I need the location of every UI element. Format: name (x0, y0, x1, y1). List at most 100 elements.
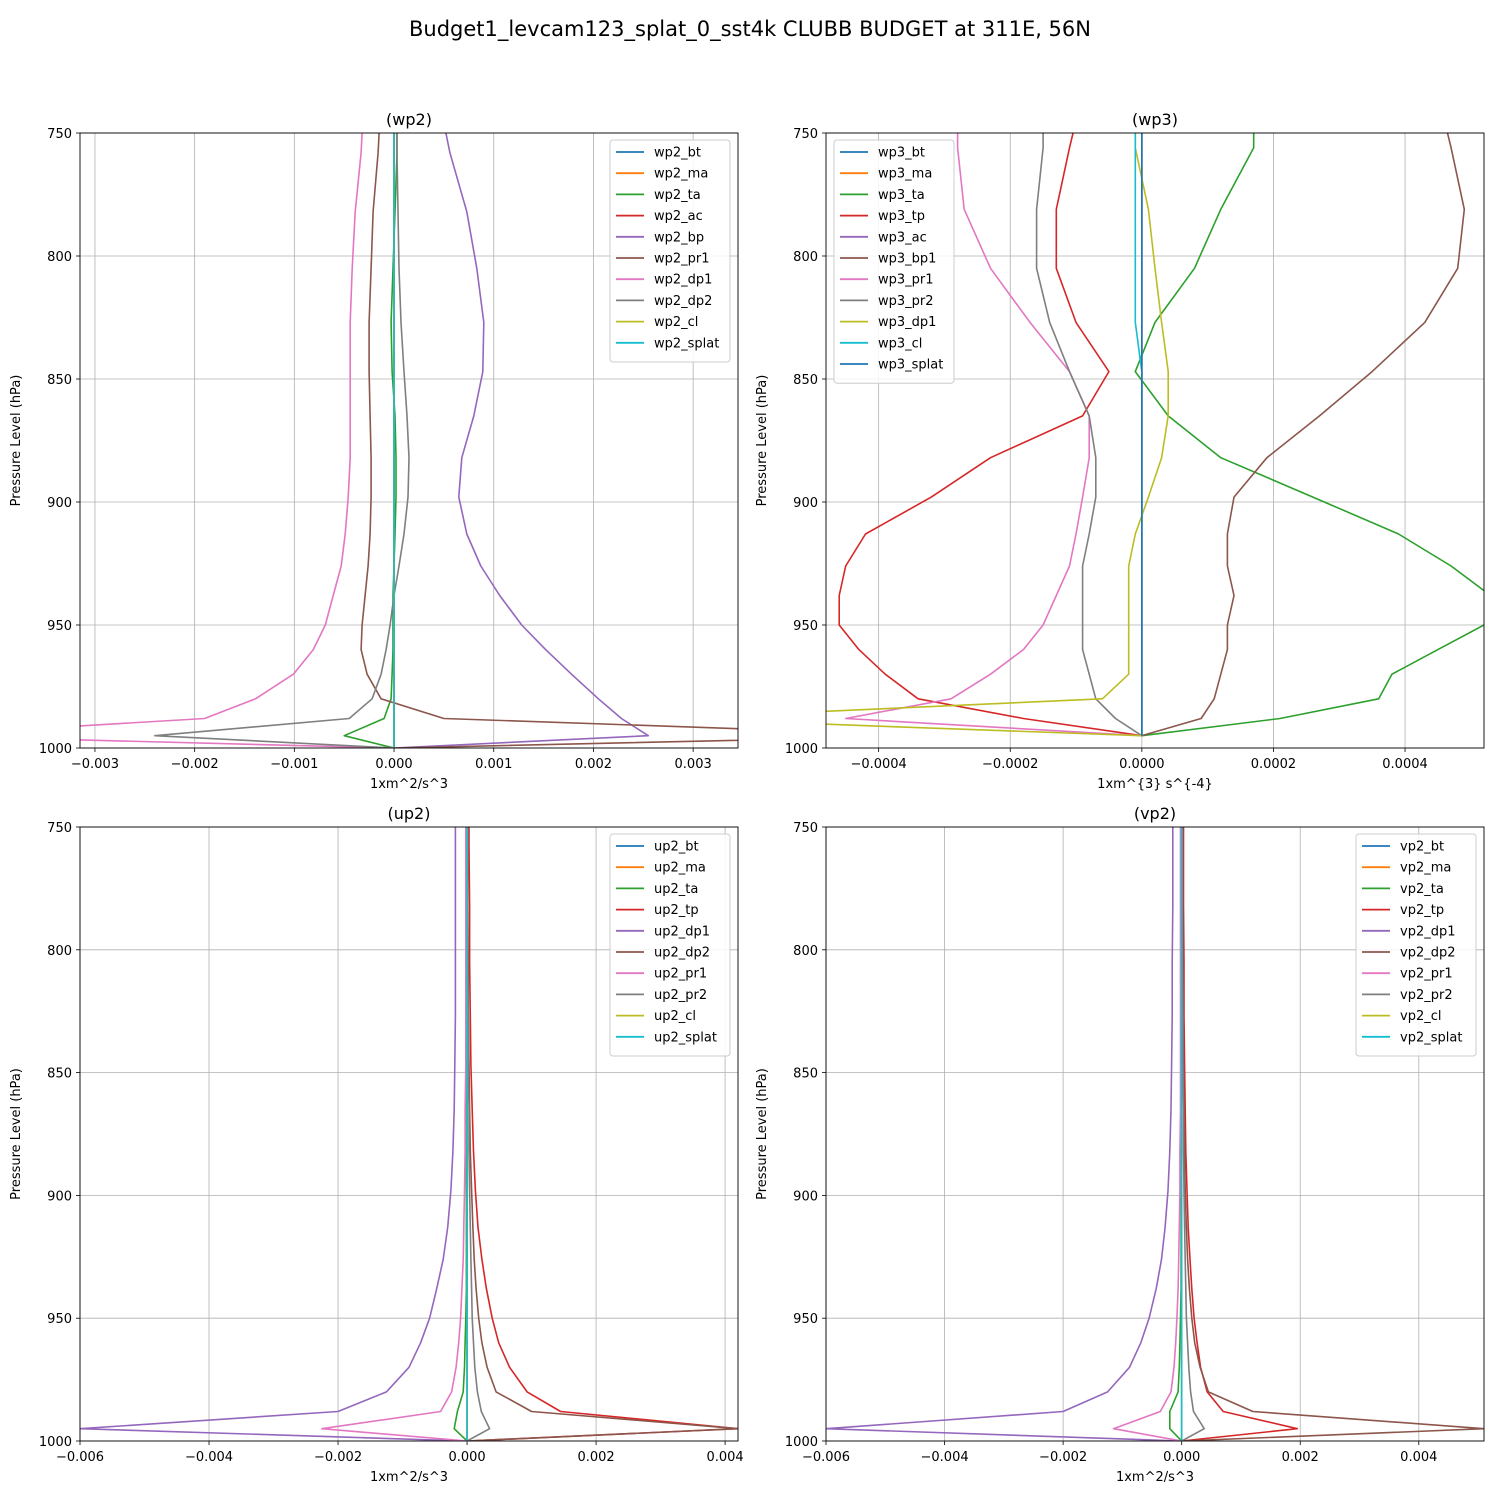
x-tick-label: 0.001 (475, 757, 512, 772)
series-line-wp3_ta (1134, 133, 1484, 737)
x-tick-label: 0.000 (1163, 1450, 1200, 1465)
series-line-wp3_pr1 (844, 133, 1142, 737)
legend-label: wp2_cl (654, 315, 698, 330)
x-tick-label: −0.004 (921, 1450, 969, 1465)
series-line-up2_tp (467, 827, 738, 1441)
series-group (826, 827, 1484, 1441)
plot-frame (79, 826, 739, 1442)
y-tick-label: 1000 (785, 1435, 818, 1450)
x-tick-label: −0.006 (56, 1450, 104, 1465)
plot-frame (825, 132, 1485, 749)
y-tick-label: 900 (793, 496, 818, 511)
legend-label: wp3_dp1 (878, 315, 936, 330)
legend-label: wp2_ta (654, 188, 701, 203)
x-axis-label: 1xm^2/s^3 (1116, 1470, 1194, 1485)
y-tick-label: 800 (793, 944, 818, 959)
legend-label: wp3_cl (878, 336, 922, 351)
legend-label: up2_splat (654, 1030, 717, 1045)
legend-label: wp3_bt (878, 146, 925, 161)
legend-label: wp3_pr2 (878, 294, 934, 309)
series-line-wp3_pr2 (1035, 133, 1143, 737)
legend-label: wp2_ac (654, 209, 703, 224)
legend-label: vp2_tp (1400, 903, 1444, 918)
panel-title: (wp3) (1132, 110, 1178, 129)
panel-title: (vp2) (1134, 804, 1176, 823)
legend-label: wp2_ma (654, 167, 708, 182)
legend-label: wp2_bt (654, 146, 701, 161)
x-tick-label: −0.0004 (850, 757, 906, 772)
series-line-vp2_pr1 (1112, 827, 1182, 1441)
x-tick-label: 0.0004 (1382, 757, 1428, 772)
legend-label: wp3_pr1 (878, 273, 934, 288)
y-tick-label: 900 (793, 1189, 818, 1204)
up2-panel: −0.006 −0.004 −0.002 0.000 0.002 0.004 750 800 8… (9, 804, 744, 1485)
y-tick-label: 1000 (39, 742, 72, 757)
y-tick-label: 750 (793, 127, 818, 142)
legend-label: vp2_splat (1400, 1030, 1462, 1045)
legend-label: wp3_ma (878, 167, 932, 182)
legend-label: wp3_splat (878, 358, 943, 373)
y-tick-label: 850 (793, 373, 818, 388)
legend-label: wp2_splat (654, 336, 719, 351)
plot-frame (825, 826, 1485, 1442)
legend-label: up2_tp (654, 903, 699, 918)
legend-label: vp2_dp1 (1400, 924, 1456, 939)
figure-suptitle: Budget1_levcam123_splat_0_sst4k CLUBB BU… (409, 17, 1091, 42)
legend-label: vp2_ta (1400, 882, 1444, 897)
x-tick-label: 0.000 (448, 1450, 485, 1465)
y-tick-label: 800 (47, 250, 72, 265)
x-tick-label: 0.0002 (1251, 757, 1297, 772)
legend-label: vp2_dp2 (1400, 946, 1456, 961)
legend-label: up2_ta (654, 882, 698, 897)
series-line-wp3_tp (838, 133, 1142, 737)
series-group (80, 827, 738, 1441)
panel-title: (up2) (388, 804, 431, 823)
legend-label: wp3_ac (878, 230, 927, 245)
legend-label: up2_dp2 (654, 946, 710, 961)
y-tick-label: 750 (47, 821, 72, 836)
legend-box (1355, 833, 1477, 1057)
legend-label: up2_pr1 (654, 967, 707, 982)
series-line-vp2_tp (1181, 827, 1299, 1441)
series-line-up2_dp1 (80, 827, 468, 1441)
legend-label: vp2_pr2 (1400, 988, 1453, 1003)
x-tick-label: 0.0000 (1119, 757, 1165, 772)
legend-label: vp2_cl (1400, 1009, 1441, 1024)
y-tick-label: 950 (47, 619, 72, 634)
x-tick-label: 0.004 (706, 1450, 743, 1465)
x-tick-label: −0.006 (802, 1450, 850, 1465)
y-tick-label: 1000 (39, 1435, 72, 1450)
x-tick-label: −0.004 (185, 1450, 233, 1465)
legend-label: up2_cl (654, 1009, 696, 1024)
plot-frame (79, 132, 739, 749)
legend: wp3_bt wp3_ma wp3_ta wp3_tp wp3_ac wp3_bp1 wp3… (833, 139, 955, 384)
series-line-vp2_dp1 (826, 827, 1182, 1441)
legend-label: up2_bt (654, 840, 699, 855)
legend-label: wp2_bp (654, 230, 704, 245)
legend: up2_bt up2_ma up2_ta up2_tp up2_dp1 up2_dp2up… (609, 833, 731, 1057)
y-tick-label: 800 (793, 250, 818, 265)
series-line-up2_pr1 (321, 827, 468, 1441)
series-line-wp2_pr1 (360, 133, 738, 748)
legend: wp2_bt wp2_ma wp2_ta wp2_ac wp2_bp wp2_pr1 wp2… (609, 139, 731, 363)
series-line-wp2_dp2 (154, 133, 410, 748)
x-tick-label: −0.002 (171, 757, 219, 772)
y-axis-label: Pressure Level (hPa) (9, 1068, 24, 1200)
y-tick-label: 850 (47, 1067, 72, 1082)
y-tick-label: 950 (793, 1312, 818, 1327)
legend-box (609, 139, 731, 363)
wp2-panel: −0.003 −0.002 −0.001 0.000 0.001 0.002 0.003 75… (9, 110, 739, 792)
y-axis-label: Pressure Level (hPa) (755, 375, 770, 507)
x-axis-label: 1xm^2/s^3 (370, 1470, 448, 1485)
series-group (80, 133, 738, 748)
legend-label: wp2_dp2 (654, 294, 712, 309)
y-tick-label: 900 (47, 496, 72, 511)
x-axis-label: 1xm^2/s^3 (370, 777, 448, 792)
legend-label: vp2_ma (1400, 861, 1451, 876)
x-tick-label: −0.002 (314, 1450, 362, 1465)
x-tick-label: 0.000 (375, 757, 412, 772)
y-tick-label: 750 (47, 127, 72, 142)
y-tick-label: 900 (47, 1189, 72, 1204)
x-axis-label: 1xm^{3} s^{-4} (1097, 777, 1213, 792)
